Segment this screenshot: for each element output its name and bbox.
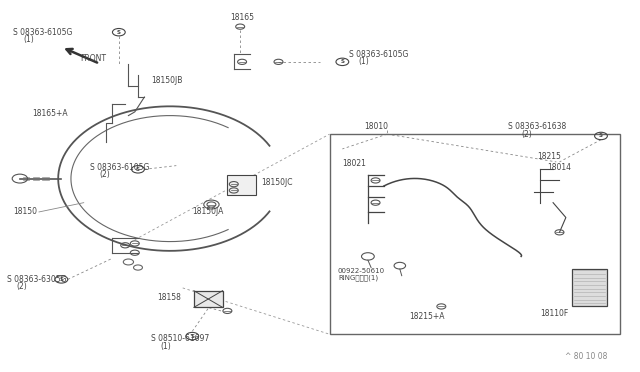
Text: S: S bbox=[599, 134, 603, 138]
Bar bbox=[572, 269, 607, 307]
Text: (1): (1) bbox=[161, 341, 171, 350]
Text: S: S bbox=[117, 30, 121, 35]
Text: (1): (1) bbox=[358, 57, 369, 66]
Text: (2): (2) bbox=[521, 129, 532, 139]
Text: ^ 80 10 08: ^ 80 10 08 bbox=[565, 352, 607, 361]
Text: FRONT: FRONT bbox=[81, 54, 106, 62]
Text: 18215: 18215 bbox=[537, 152, 561, 161]
Bar bbox=[194, 291, 223, 307]
Text: 18150JC: 18150JC bbox=[261, 178, 292, 187]
Text: S 08363-61638: S 08363-61638 bbox=[508, 122, 566, 131]
Text: (1): (1) bbox=[23, 35, 34, 44]
Text: 18215+A: 18215+A bbox=[410, 312, 445, 321]
Text: (2): (2) bbox=[17, 282, 28, 291]
Text: RINGリング(1): RINGリング(1) bbox=[338, 274, 378, 281]
Text: S 08363-6105G: S 08363-6105G bbox=[90, 163, 150, 172]
Text: 18150JB: 18150JB bbox=[151, 76, 182, 85]
Text: S: S bbox=[60, 277, 63, 282]
Text: S 08363-6105G: S 08363-6105G bbox=[13, 28, 73, 37]
Text: (2): (2) bbox=[100, 170, 111, 179]
Text: 18165: 18165 bbox=[230, 13, 255, 22]
Text: 18021: 18021 bbox=[342, 159, 366, 168]
Text: S: S bbox=[340, 60, 344, 64]
Text: 18014: 18014 bbox=[547, 163, 571, 172]
Text: 18150: 18150 bbox=[13, 208, 38, 217]
Text: 18110F: 18110F bbox=[540, 310, 568, 318]
Text: 18010: 18010 bbox=[365, 122, 388, 131]
Text: S: S bbox=[190, 334, 195, 339]
Text: 18150JA: 18150JA bbox=[192, 207, 223, 216]
Text: 18158: 18158 bbox=[157, 294, 181, 302]
Text: S 08363-6105G: S 08363-6105G bbox=[349, 50, 408, 59]
Text: S 08363-6305G: S 08363-6305G bbox=[7, 275, 67, 284]
Text: 00922-50610: 00922-50610 bbox=[338, 268, 385, 274]
Bar bbox=[227, 175, 256, 195]
Bar bbox=[330, 134, 620, 334]
Text: S: S bbox=[136, 167, 140, 172]
Text: S 08510-61697: S 08510-61697 bbox=[151, 334, 209, 343]
Text: 18165+A: 18165+A bbox=[33, 109, 68, 118]
